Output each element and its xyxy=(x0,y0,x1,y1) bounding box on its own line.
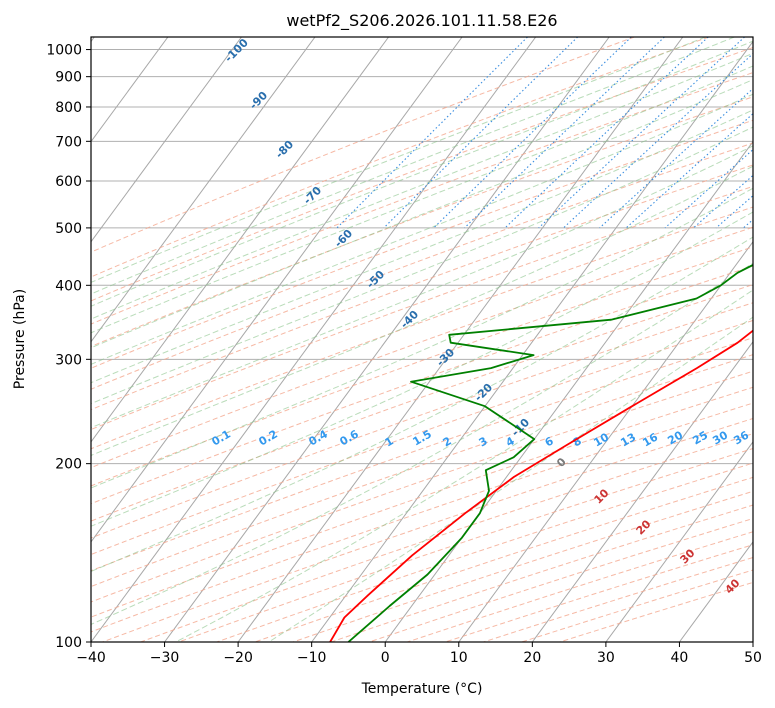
isotherm-line xyxy=(91,37,537,642)
dewpoint-line xyxy=(347,263,753,642)
x-tick-label: −30 xyxy=(150,650,180,666)
moist-adiabats xyxy=(91,37,753,642)
y-tick-label: 1000 xyxy=(46,43,82,59)
y-tick-label: 200 xyxy=(55,457,82,473)
isotherm-line xyxy=(91,37,169,143)
dry-adiabat-line xyxy=(91,96,753,348)
y-axis: 100 200 300 400 500 600 700 800 900 1000 xyxy=(46,43,91,651)
moist-adiabat-line xyxy=(91,40,753,307)
x-tick-label: −40 xyxy=(76,650,106,666)
moist-adiabat-line xyxy=(91,187,753,489)
temperature-line xyxy=(329,329,753,642)
x-tick-label: 10 xyxy=(450,650,468,666)
dry-adiabat-line xyxy=(91,386,753,618)
y-tick-label: 100 xyxy=(55,635,82,651)
moist-adiabat-line xyxy=(91,145,753,429)
chart-title: wetPf2_S206.2026.101.11.58.E26 xyxy=(286,11,557,31)
plot-frame xyxy=(90,36,754,643)
mixing-ratio-line xyxy=(693,174,753,229)
mixing-ratio-line xyxy=(433,37,632,229)
isobar-grid xyxy=(91,49,753,642)
plot-background xyxy=(91,37,753,642)
plot-area: -100 -90 -80 -70 -60 -50 -40 -30 -20 -10… xyxy=(91,37,753,642)
x-tick-label: 50 xyxy=(744,650,762,666)
isotherm-line xyxy=(91,37,390,443)
moist-adiabat-line xyxy=(91,262,753,625)
profile-series xyxy=(329,263,753,642)
isotherm-line xyxy=(531,340,753,642)
dry-adiabat-line xyxy=(91,206,753,450)
dry-adiabat-line xyxy=(91,142,753,390)
moist-adiabat-line xyxy=(91,37,735,295)
mixing-ratio-line xyxy=(538,37,745,229)
y-tick-label: 900 xyxy=(55,70,82,86)
dry-adiabat-line xyxy=(91,37,710,278)
isotherm-line xyxy=(91,37,242,243)
isotherm-grid xyxy=(91,37,753,642)
x-tick-label: −10 xyxy=(297,650,327,666)
moist-adiabat-line xyxy=(91,165,753,456)
y-tick-label: 700 xyxy=(55,134,82,150)
x-axis: −40 −30 −20 −10 0 10 20 30 40 50 xyxy=(76,642,762,666)
dry-adiabat-line xyxy=(91,185,753,431)
dry-adiabat-line xyxy=(91,46,753,302)
moist-adiabat-line xyxy=(268,316,753,642)
moist-adiabat-line xyxy=(91,211,753,527)
y-axis-label: Pressure (hPa) xyxy=(12,289,28,389)
moist-adiabat-line xyxy=(91,65,753,334)
x-tick-label: 30 xyxy=(597,650,615,666)
y-tick-label: 600 xyxy=(55,174,82,190)
moist-adiabat-line xyxy=(91,52,753,320)
moist-adiabat-line xyxy=(91,109,753,384)
x-tick-label: −20 xyxy=(223,650,253,666)
moist-adiabat-line xyxy=(91,236,753,572)
dry-adiabat-line xyxy=(91,164,753,411)
dry-adiabat-line xyxy=(91,72,753,325)
mixing-ratio-lines xyxy=(336,37,753,229)
dry-adiabat-line xyxy=(91,354,753,588)
x-tick-label: 40 xyxy=(671,650,689,666)
moist-adiabat-line xyxy=(91,126,753,405)
isotherm-line xyxy=(91,37,316,343)
isotherm-line xyxy=(458,240,753,642)
y-tick-label: 300 xyxy=(55,352,82,368)
isotherm-line xyxy=(164,37,610,642)
isotherm-line xyxy=(237,37,684,642)
x-tick-label: 0 xyxy=(381,650,390,666)
x-tick-label: 20 xyxy=(523,650,541,666)
dry-adiabat-line xyxy=(91,119,753,369)
y-tick-label: 500 xyxy=(55,221,82,237)
moist-adiabat-line xyxy=(91,37,706,283)
moist-adiabat-line xyxy=(91,79,753,349)
dry-adiabat-line xyxy=(91,370,753,603)
mixing-ratio-line xyxy=(336,37,528,229)
mixing-ratio-line xyxy=(599,87,753,229)
dry-adiabat-line xyxy=(91,37,635,253)
moist-adiabat-line xyxy=(91,93,753,365)
mixing-ratio-line xyxy=(563,52,753,229)
dry-adiabats xyxy=(91,37,753,642)
x-axis-label: Temperature (°C) xyxy=(361,681,483,697)
y-tick-label: 800 xyxy=(55,100,82,116)
y-tick-label: 400 xyxy=(55,278,82,294)
